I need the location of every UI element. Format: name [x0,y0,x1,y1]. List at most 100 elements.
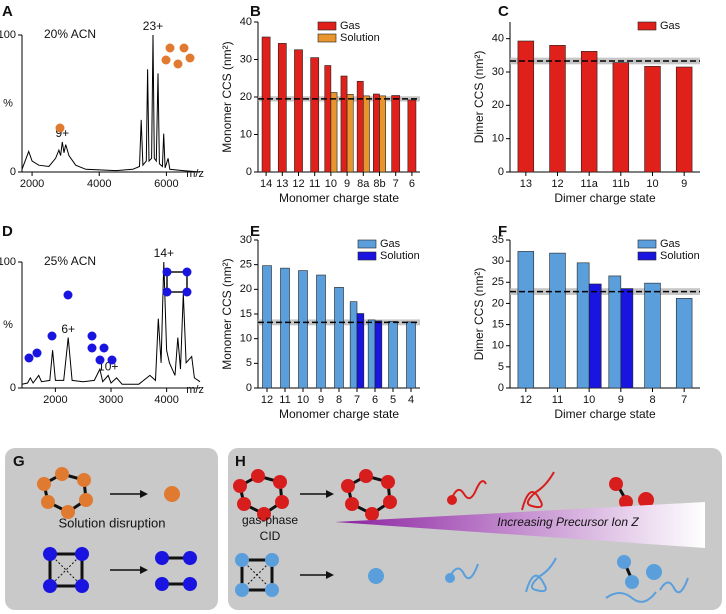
y-tick-label: 40 [492,33,504,45]
blue-dimers [155,551,197,591]
bar [310,57,320,173]
icon [87,331,97,341]
x-tick-label: 9 [318,394,324,406]
y-axis-label: Dimer CCS (nm²) [472,268,486,361]
gradient-label: Increasing Precursor Ion Z [497,515,639,529]
y-tick-label: 5 [498,361,504,373]
y-tick-label: 15 [492,318,504,330]
x-tick-label: 8b [373,178,385,190]
bar [261,36,271,173]
x-tick-label: 4 [408,394,414,406]
x-tick-label: 11 [309,178,320,190]
y-tick-label: 100 [0,29,16,41]
y-tick-label: 35 [492,234,504,246]
x-axis-label: Monomer charge state [279,191,399,205]
spectrum-line [21,34,201,173]
icon [95,355,105,365]
bar [576,262,590,389]
bar [612,62,630,173]
x-tick-label: 10 [297,394,309,406]
icon [47,331,57,341]
bar [367,319,376,389]
panel-letter: G [13,453,25,470]
arrow-head [326,571,334,579]
note: 25% ACN [44,254,96,268]
legend-swatch [317,21,337,31]
blue-pair [617,555,662,589]
y-axis-label: Dimer CCS (nm²) [472,51,486,144]
y-tick-label: 0 [10,382,16,394]
y-tick-label: 0 [498,166,504,178]
bar [588,283,602,389]
icon [165,43,175,53]
y-tick-label: 0 [246,382,252,394]
x-tick-label: 7 [681,394,687,406]
icon [179,43,189,53]
icon [107,355,117,365]
icon [173,59,183,69]
icon [63,290,73,300]
x-tick-label: 11 [552,394,563,406]
y-tick-label: 30 [240,53,252,65]
legend-swatch [637,21,657,31]
bar [608,275,622,389]
bar [549,252,566,389]
y-tick-label: 100 [0,256,16,268]
gradient-wedge [335,502,705,548]
red-ring [233,469,289,521]
x-tick-label: 13 [276,178,288,190]
blue-bead [445,573,455,583]
bar [620,288,634,389]
y-tick-label: 10 [492,133,504,145]
x-tick-label: 2000 [43,394,67,406]
legend-label: Gas [660,238,681,250]
peak-label: 6+ [61,322,75,336]
y-tick-label: 20 [240,91,252,103]
icon [182,287,192,297]
legend-label: Gas [340,20,361,32]
x-tick-label: 12 [292,178,304,190]
y-tick-label: 20 [240,283,252,295]
bar [373,93,380,173]
x-tick-label: 11b [612,178,630,190]
y-tick-label: 0 [246,166,252,178]
note: 20% ACN [44,27,96,41]
bar [549,45,566,173]
y-tick-label: 0 [498,382,504,394]
bar [346,94,354,173]
y-tick-label: 10 [492,340,504,352]
y-tick-label: 5 [246,357,252,369]
panel-g-box [5,448,218,610]
y-tick-label: 0 [10,166,16,178]
blue-bead [368,568,384,584]
y-tick-label: 10 [240,333,252,345]
legend-label: Solution [380,250,420,262]
bar [362,95,370,173]
caption: Solution disruption [59,515,166,530]
icon [87,343,97,353]
x-tick-label: 12 [551,178,563,190]
panel-letter: B [250,3,261,20]
x-tick-label: 8 [649,394,655,406]
legend-swatch [357,239,377,249]
bar [330,92,338,173]
x-tick-label: 12 [261,394,273,406]
red-pair [609,477,654,509]
y-axis-label: Monomer CCS (nm²) [220,258,234,369]
x-tick-label: 11a [580,178,598,190]
x-tick-label: 10 [583,394,595,406]
bar [340,75,348,173]
x-axis-label: Monomer charge state [279,407,399,421]
bar [374,320,383,389]
x-tick-label: 4000 [154,394,178,406]
x-tick-label: 11 [279,394,290,406]
y-tick-label: 40 [240,16,252,28]
panel-letter: H [235,453,246,470]
peak-label: 14+ [154,246,174,260]
blue-tetramer-h [235,553,279,597]
red-unfolded [451,471,555,511]
y-axis-label: % [3,97,13,109]
legend-swatch [637,239,657,249]
x-tick-label: 14 [260,178,272,190]
x-tick-label: 7 [354,394,360,406]
